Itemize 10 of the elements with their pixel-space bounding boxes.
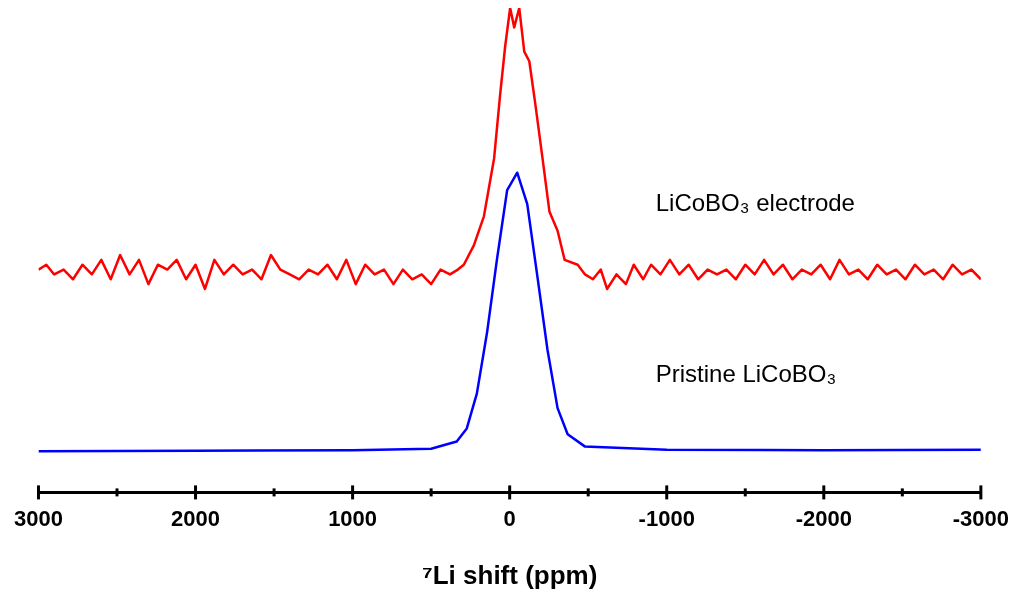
x-tick-label: -2000 xyxy=(795,505,852,531)
x-tick-label: -3000 xyxy=(952,505,1010,531)
text: Pristine LiCoBO₃ xyxy=(655,359,837,387)
x-tick-label: 3000 xyxy=(13,505,63,531)
x-tick-label: 1000 xyxy=(328,505,378,531)
x-tick-label: -1000 xyxy=(638,505,695,531)
series-label: LiCoBO₃ electrode xyxy=(655,189,855,217)
x-tick-label: 2000 xyxy=(171,505,221,531)
x-axis-title: ⁷Li shift (ppm) xyxy=(421,559,598,590)
x-tick-label: 0 xyxy=(503,505,516,531)
